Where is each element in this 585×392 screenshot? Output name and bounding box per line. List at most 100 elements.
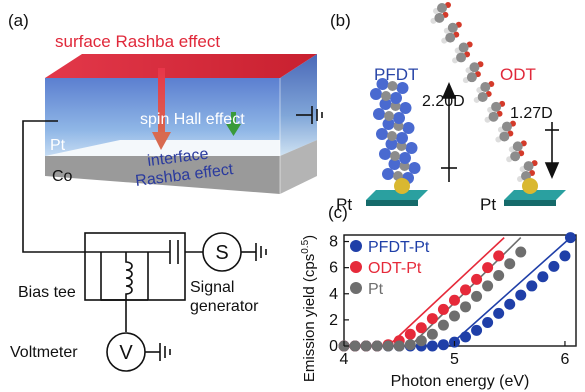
pfdt-molecule — [370, 78, 421, 184]
odt-carbon-atom — [434, 12, 445, 23]
y-axis-label: Emission yield (cps0.5) — [300, 235, 318, 382]
pfdt-substrate-label: Pt — [336, 195, 352, 214]
fit-line — [448, 237, 572, 347]
data-point — [537, 271, 549, 283]
data-point — [493, 250, 505, 262]
data-point — [482, 280, 494, 292]
odt-carbon-atom — [477, 91, 488, 102]
data-point — [415, 335, 427, 347]
legend-marker — [350, 282, 362, 294]
x-tick-label: 5 — [450, 351, 459, 368]
data-point — [382, 340, 394, 352]
data-point — [371, 340, 383, 352]
pfdt-fluorine-atom — [376, 78, 389, 90]
data-point — [349, 340, 361, 352]
data-point — [559, 250, 571, 262]
data-point — [493, 307, 505, 319]
fit-line — [387, 237, 505, 347]
signal-generator-label-2: generator — [190, 298, 259, 315]
odt-carbon-atom — [437, 3, 447, 13]
data-point — [426, 313, 438, 325]
pfdt-fluorine-atom — [379, 98, 392, 110]
odt-dipole-arrow — [544, 122, 560, 180]
pfdt-fluorine-atom — [402, 122, 415, 134]
pfdt-dipole-arrow — [441, 81, 457, 182]
data-point — [526, 280, 538, 292]
spin-current-arrow-shaft — [158, 68, 165, 138]
y-tick-label: 2 — [329, 312, 338, 329]
pfdt-carbon-atom — [384, 111, 394, 121]
legend-marker — [350, 261, 362, 273]
panel-a-label: (a) — [8, 11, 29, 30]
pfdt-fluorine-atom — [390, 92, 402, 104]
legend-label: ODT-Pt — [368, 260, 422, 277]
voltmeter-letter: V — [119, 342, 133, 364]
co-layer-side — [280, 140, 317, 194]
data-point — [448, 310, 460, 322]
data-point — [415, 322, 427, 334]
x-tick-label: 6 — [560, 351, 569, 368]
surface-rashba-text: surface Rashba effect — [55, 32, 220, 51]
data-point — [515, 246, 527, 258]
pfdt-fluorine-atom — [399, 102, 412, 114]
x-axis-label: Photon energy (eV) — [391, 373, 530, 390]
bias-tee-box — [84, 232, 186, 301]
pfdt-fluorine-atom — [370, 88, 382, 100]
pfdt-fluorine-atom — [382, 168, 394, 180]
data-point — [437, 303, 449, 315]
pfdt-carbon-atom — [390, 151, 400, 161]
odt-carbon-atom — [523, 161, 534, 172]
surface-top-face — [45, 54, 317, 78]
data-point — [504, 298, 516, 310]
data-point — [515, 289, 527, 301]
co-layer-front — [45, 156, 280, 194]
charge-current-arrow-head — [226, 124, 241, 136]
odt-carbon-atom — [458, 42, 469, 53]
odt-carbon-atom — [469, 62, 480, 73]
odt-carbon-atom — [447, 22, 458, 33]
data-point — [471, 290, 483, 302]
data-point — [393, 340, 405, 352]
legend-label: Pt — [368, 281, 384, 298]
odt-carbon-atom — [488, 111, 499, 122]
data-point — [426, 340, 438, 352]
y-tick-label: 4 — [329, 286, 338, 303]
data-point — [471, 273, 483, 285]
data-point — [548, 260, 560, 272]
data-point — [482, 262, 494, 274]
pfdt-fluorine-atom — [373, 108, 385, 120]
data-point — [564, 232, 576, 244]
odt-molecule — [430, 2, 538, 182]
y-tick-label: 8 — [329, 234, 338, 251]
legend-marker — [350, 240, 362, 252]
capacitor-symbol — [169, 240, 179, 264]
interface-plane — [45, 140, 317, 156]
odt-carbon-atom — [512, 141, 523, 152]
data-point — [504, 258, 516, 270]
data-point — [404, 339, 416, 351]
data-point — [482, 316, 494, 328]
odt-carbon-atom — [456, 52, 467, 63]
data-point — [404, 328, 416, 340]
pfdt-fluorine-atom — [405, 142, 418, 154]
voltmeter-symbol — [106, 332, 146, 372]
emission-yield-chart: 4 5 6 0 2 4 6 8 Photon energy (eV) Emission yield… — [300, 232, 577, 390]
data-point — [471, 324, 483, 336]
spin-hall-text: spin Hall effect — [140, 111, 245, 128]
pfdt-fluorine-atom — [396, 132, 408, 144]
odt-substrate-label: Pt — [480, 195, 496, 214]
data-point — [460, 284, 472, 296]
data-point — [360, 340, 372, 352]
odt-dipole-label: 1.27D — [510, 105, 553, 122]
data-point — [448, 294, 460, 306]
odt-carbon-atom — [510, 151, 521, 162]
odt-sulfur-atom — [522, 178, 538, 194]
y-tick-label: 0 — [329, 338, 338, 355]
pfdt-dipole-label: 2.20D — [422, 93, 465, 110]
charge-current-arrow-shaft — [231, 112, 236, 126]
data-point — [437, 339, 449, 351]
ground-symbols — [159, 106, 323, 361]
voltmeter-label: Voltmeter — [10, 344, 78, 361]
data-point — [493, 269, 505, 281]
